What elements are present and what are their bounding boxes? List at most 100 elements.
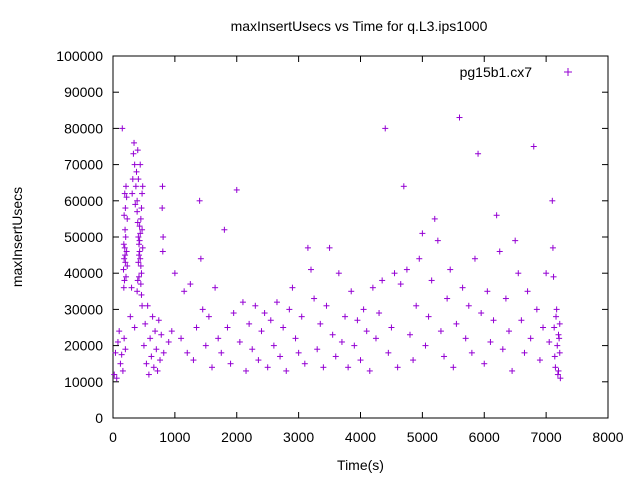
data-point [493,212,500,219]
data-point [236,338,243,345]
data-point [121,190,128,197]
data-point [139,190,146,197]
data-point [136,237,143,244]
data-point [357,357,364,364]
data-point [205,313,212,320]
data-point [134,208,141,215]
data-point [122,205,129,212]
data-point [261,310,268,317]
data-point [154,367,161,374]
data-point [555,367,562,374]
data-point [184,349,191,356]
data-point [249,346,256,353]
y-tick-label: 70000 [64,157,103,173]
data-point [135,176,142,183]
data-point [122,252,129,259]
data-point [144,302,151,309]
data-point [221,226,228,233]
data-point [119,367,126,374]
data-point [550,273,557,280]
data-point [138,291,145,298]
data-point [137,262,144,269]
data-point [135,252,142,259]
data-point [524,288,531,295]
data-point [239,299,246,306]
data-point [145,371,152,378]
y-tick-label: 40000 [64,265,103,281]
data-point [139,183,146,190]
data-point [277,353,284,360]
y-tick-label: 10000 [64,374,103,390]
legend: pg15b1.cx7 [460,64,572,80]
data-point [317,320,324,327]
data-point [150,364,157,371]
legend-label: pg15b1.cx7 [460,64,533,80]
data-point [273,299,280,306]
data-point [121,212,128,219]
data-point [149,313,156,320]
data-point [130,150,137,157]
data-point [193,324,200,331]
data-point [120,266,127,273]
data-point [422,342,429,349]
data-point [289,284,296,291]
data-point [555,331,562,338]
data-point [551,353,558,360]
data-point [209,364,215,371]
data-point [137,281,144,288]
data-point [326,244,333,251]
data-point [264,364,271,371]
data-point [551,324,558,331]
data-point [552,364,559,371]
data-point [122,259,129,266]
data-point [419,230,426,237]
data-point [298,313,305,320]
data-point [114,338,121,345]
data-point [280,324,287,331]
data-point [160,234,167,240]
data-point [499,346,506,353]
data-point [556,335,563,342]
data-point [403,266,410,273]
data-point [410,357,417,364]
data-point [484,288,491,295]
data-point [553,313,560,320]
data-point [215,335,222,342]
data-point [131,161,138,168]
data-point [556,349,563,356]
data-point [388,324,395,331]
data-point [168,328,175,335]
data-point [557,375,564,382]
data-point [134,219,141,226]
data-point [527,335,534,342]
data-point [286,306,293,313]
data-point [308,266,314,273]
data-point [540,324,547,331]
data-point [147,335,154,342]
data-point [304,244,311,251]
data-point [121,255,128,262]
data-point [360,306,367,313]
data-point [181,288,188,295]
data-point [160,349,167,356]
data-point [329,331,336,338]
data-point [311,295,318,302]
data-point [143,360,150,367]
data-point [490,317,497,324]
data-point [113,375,120,382]
data-point [496,248,503,255]
data-point [475,150,482,157]
data-point [453,320,460,327]
data-point [363,328,370,335]
data-point [320,364,327,371]
data-point [456,114,463,121]
data-point [515,270,522,277]
legend-marker [564,68,572,76]
data-point [187,281,194,288]
data-point [158,331,165,338]
data-point [127,313,134,320]
data-point [117,360,124,367]
data-point [138,205,145,212]
data-point [437,328,444,335]
data-point [246,320,253,327]
